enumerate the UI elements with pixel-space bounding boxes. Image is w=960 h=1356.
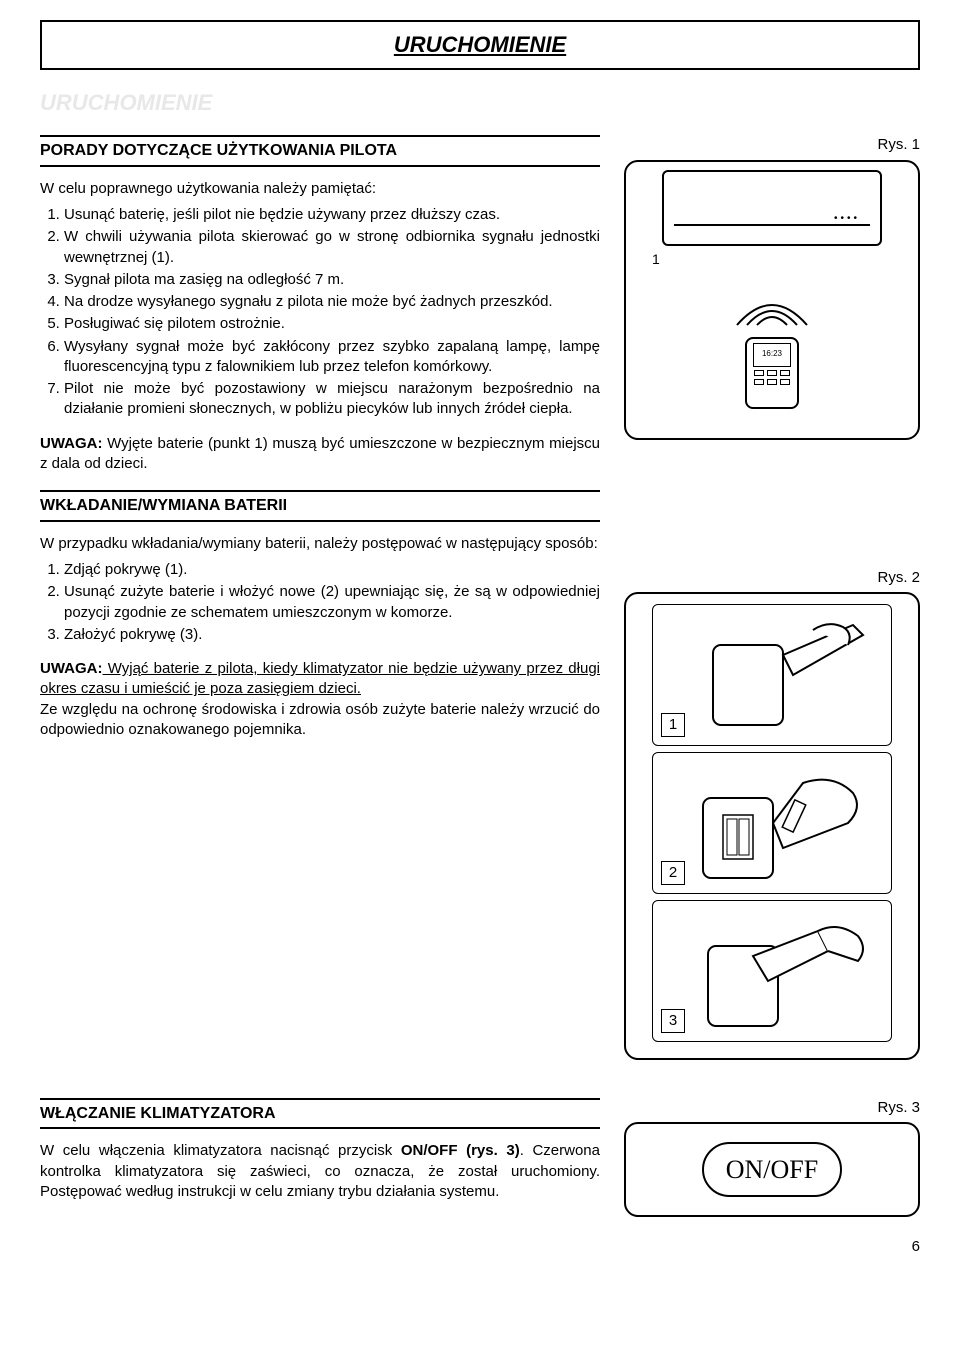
page-title: URUCHOMIENIE [54,30,906,60]
ac-unit-icon: •••• [662,170,882,246]
figure3-label: Rys. 3 [624,1098,920,1118]
title-box: URUCHOMIENIE [40,20,920,70]
panel-number: 3 [661,1009,685,1033]
list-item: Sygnał pilota ma zasięg na odległość 7 m… [64,270,600,290]
section2-note: UWAGA: Wyjąć baterie z pilota, kiedy kli… [40,659,600,740]
note-text-2: Ze względu na ochronę środowiska i zdrow… [40,701,600,738]
section3-text-1: W celu włączenia klimatyzatora nacisnąć … [40,1142,401,1159]
remote-screen: 16:23 [753,343,791,367]
note-text: Wyjęte baterie (punkt 1) muszą być umies… [40,435,600,472]
figure1-label: Rys. 1 [624,135,920,155]
hand-replace-cover-icon [653,901,893,1043]
note-text-1: Wyjąć baterie z pilota, kiedy klimatyzat… [40,660,600,697]
list-item: Zdjąć pokrywę (1). [64,560,600,580]
list-item: W chwili używania pilota skierować go w … [64,227,600,268]
note-label: UWAGA: [40,660,103,677]
list-item: Usunąć zużyte baterie i włożyć nowe (2) … [64,582,600,623]
figure2-panel-1: 1 [652,604,892,746]
figure2-panel-2: 2 [652,752,892,894]
list-item: Na drodze wysyłanego sygnału z pilota ni… [64,292,600,312]
signal-arcs-icon [717,275,827,331]
section3-para: W celu włączenia klimatyzatora nacisnąć … [40,1141,600,1202]
figure3-box: ON/OFF [624,1122,920,1217]
list-item: Posługiwać się pilotem ostrożnie. [64,314,600,334]
callout-1: 1 [652,250,660,269]
figure2-box: 1 2 3 [624,592,920,1060]
hand-remove-cover-icon [653,605,893,747]
section3-heading-rule: WŁĄCZANIE KLIMATYZATORA [40,1098,600,1130]
section1-heading: PORADY DOTYCZĄCE UŻYTKOWANIA PILOTA [40,140,600,162]
hand-insert-battery-icon [653,753,893,895]
list-item: Wysyłany sygnał może być zakłócony przez… [64,337,600,378]
section2-intro: W przypadku wkładania/wymiany baterii, n… [40,534,600,554]
section1-note: UWAGA: Wyjęte baterie (punkt 1) muszą by… [40,434,600,475]
page-number: 6 [40,1237,920,1257]
section2-list: Zdjąć pokrywę (1). Usunąć zużyte baterie… [40,560,600,645]
note-label: UWAGA: [40,435,103,452]
section1-heading-rule: PORADY DOTYCZĄCE UŻYTKOWANIA PILOTA [40,135,600,167]
section1-intro: W celu poprawnego użytkowania należy pam… [40,179,600,199]
onoff-reference: ON/OFF (rys. 3) [401,1142,520,1159]
panel-number: 1 [661,713,685,737]
ghost-title: URUCHOMIENIE [40,88,920,118]
list-item: Założyć pokrywę (3). [64,625,600,645]
list-item: Pilot nie może być pozostawiony w miejsc… [64,379,600,420]
section3-heading: WŁĄCZANIE KLIMATYZATORA [40,1103,600,1125]
section2-heading: WKŁADANIE/WYMIANA BATERII [40,495,600,517]
remote-icon: 16:23 [745,337,799,409]
section1-list: Usunąć baterię, jeśli pilot nie będzie u… [40,205,600,420]
figure2-panel-3: 3 [652,900,892,1042]
panel-number: 2 [661,861,685,885]
figure2-label: Rys. 2 [624,568,920,588]
list-item: Usunąć baterię, jeśli pilot nie będzie u… [64,205,600,225]
section2-heading-rule: WKŁADANIE/WYMIANA BATERII [40,490,600,522]
onoff-button-icon: ON/OFF [702,1142,842,1197]
figure1-box: •••• 1 16:23 [624,160,920,440]
